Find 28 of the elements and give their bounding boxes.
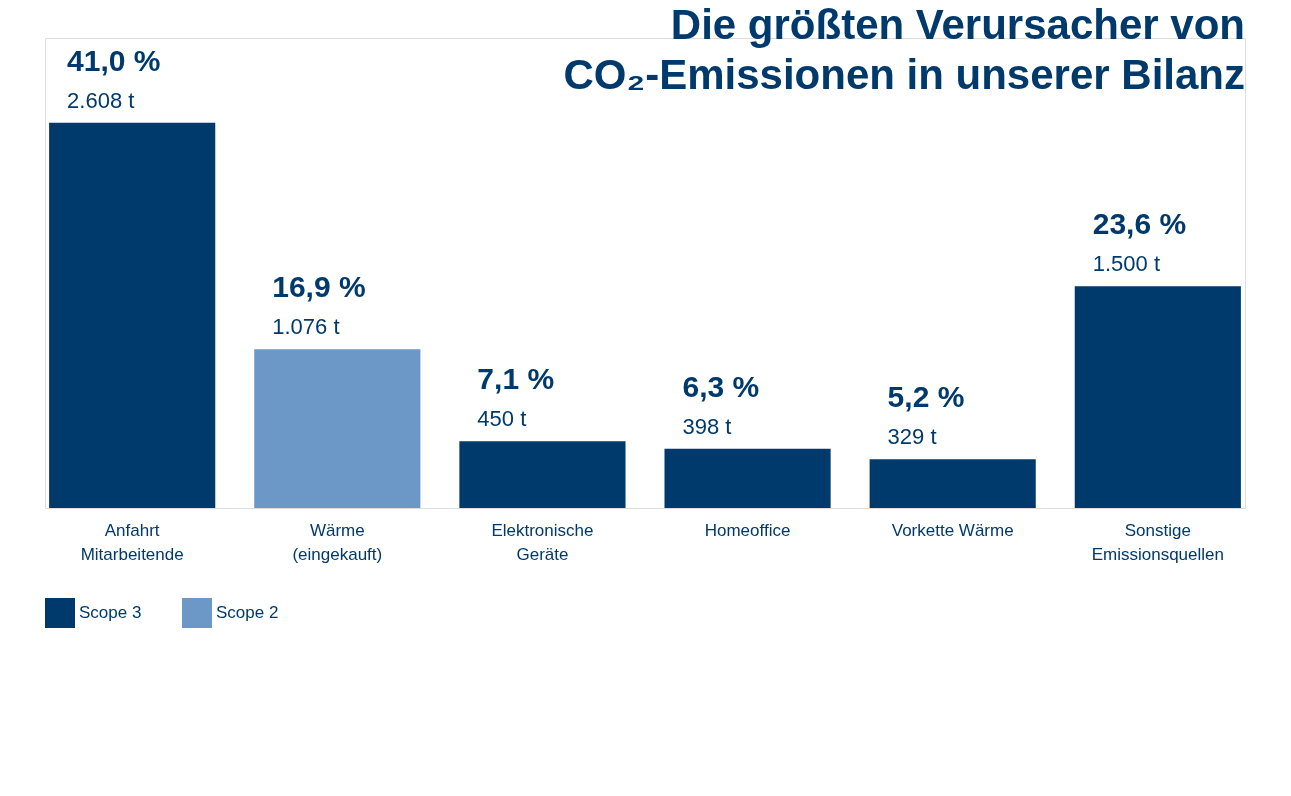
bar — [1074, 286, 1241, 508]
bar — [254, 349, 421, 508]
annotation: 398 t — [682, 413, 732, 439]
bar — [664, 448, 831, 508]
x-tick-label: Homeoffice — [704, 520, 791, 540]
annotation: 1.076 t — [272, 314, 340, 340]
annotation: 450 t — [477, 406, 527, 432]
legend-label: Scope 2 — [216, 603, 279, 622]
text: CO₂-Emissionen in unserer Bilanz — [563, 51, 1245, 98]
data-label: 41,0 % — [67, 43, 161, 77]
text: Die größten Verursacher von — [670, 1, 1245, 48]
legend-label: Scope 3 — [79, 603, 142, 622]
data-label: 7,1 % — [477, 362, 555, 396]
bar — [459, 441, 626, 508]
x-tick-label: Elektronische Geräte — [491, 520, 594, 564]
x-tick-label: Sonstige Emissionsquellen — [1091, 520, 1224, 564]
data-label: 5,2 % — [887, 380, 965, 414]
data-label: 6,3 % — [682, 369, 760, 403]
annotation: 2.608 t — [67, 87, 135, 113]
bar — [49, 122, 216, 508]
x-tick-label: Wärme (eingekauft) — [292, 520, 383, 564]
bar — [869, 459, 1036, 508]
data-label: 23,6 % — [1092, 207, 1187, 241]
data-label: 16,9 % — [272, 270, 366, 304]
x-tick-label: Vorkette Wärme — [891, 520, 1014, 540]
annotation: 329 t — [887, 424, 937, 450]
annotation: 1.500 t — [1092, 251, 1161, 277]
x-tick-label: Anfahrt Mitarbeitende — [80, 520, 184, 564]
